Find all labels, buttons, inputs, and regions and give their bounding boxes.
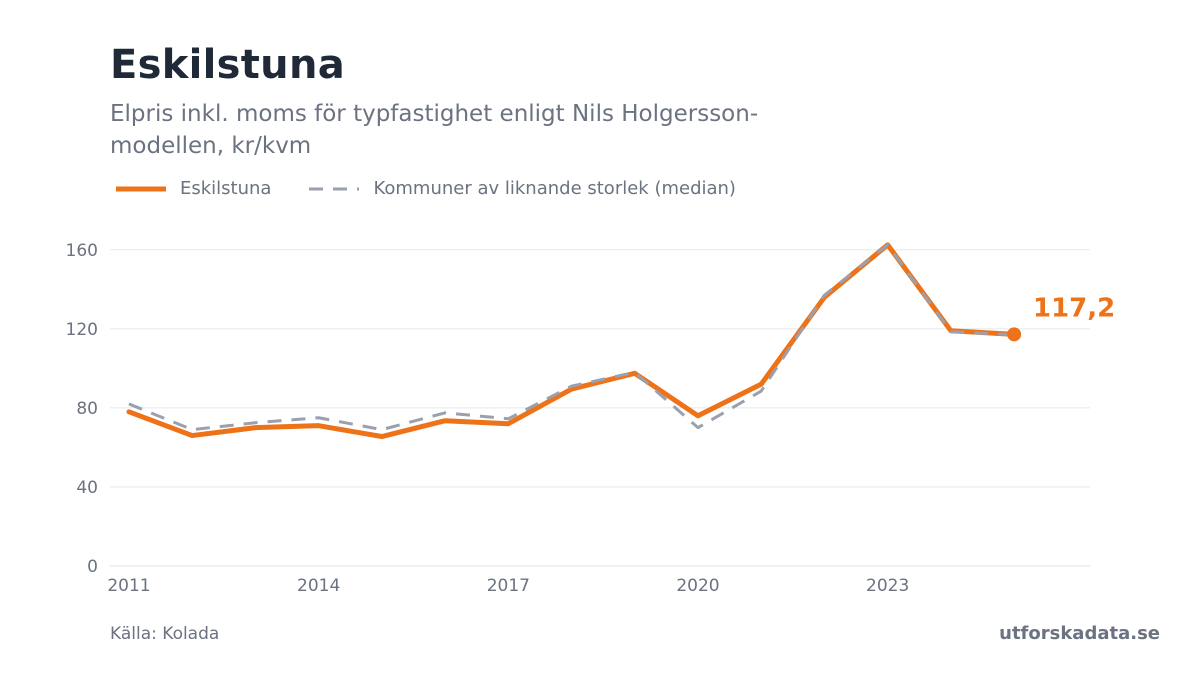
legend-item-eskilstuna: Eskilstuna <box>116 178 271 199</box>
chart-title: Eskilstuna <box>110 42 346 88</box>
end-point-marker <box>1007 327 1022 342</box>
y-tick-label-120: 120 <box>66 320 98 340</box>
brand-link[interactable]: utforskadata.se <box>999 623 1160 644</box>
y-tick-label-80: 80 <box>76 399 98 419</box>
legend-item-median: Kommuner av liknande storlek (median) <box>309 178 736 199</box>
chart-subtitle: Elpris inkl. moms för typfastighet enlig… <box>110 101 759 159</box>
y-tick-label-160: 160 <box>66 241 98 261</box>
y-tick-label-0: 0 <box>87 557 98 577</box>
end-value-label: 117,2 <box>1033 293 1115 323</box>
y-tick-label-40: 40 <box>76 478 98 498</box>
x-tick-label-2011: 2011 <box>107 576 150 596</box>
x-tick-label-2017: 2017 <box>487 576 530 596</box>
series-line-median <box>128 243 1015 432</box>
legend-swatch-dashed <box>309 187 360 190</box>
legend-label-median: Kommuner av liknande storlek (median) <box>373 178 736 199</box>
x-tick-label-2020: 2020 <box>676 576 719 596</box>
x-tick-label-2023: 2023 <box>866 576 909 596</box>
legend-swatch-solid <box>116 186 166 191</box>
x-tick-label-2014: 2014 <box>297 576 340 596</box>
source-note: Källa: Kolada <box>110 624 220 644</box>
legend: Eskilstuna Kommuner av liknande storlek … <box>116 178 774 199</box>
legend-label-eskilstuna: Eskilstuna <box>180 178 272 199</box>
